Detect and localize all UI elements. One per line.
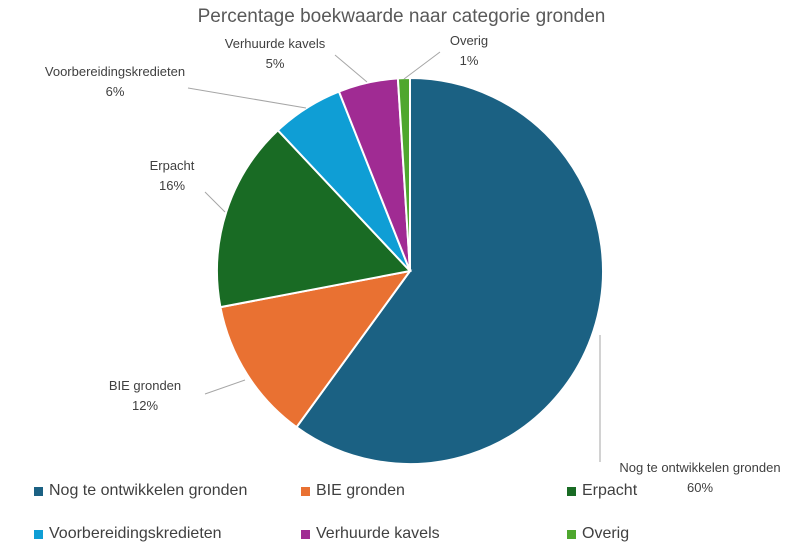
data-label-category: Verhuurde kavels: [225, 36, 326, 51]
data-label-percent: 12%: [132, 398, 158, 413]
data-label-category: Voorbereidingskredieten: [45, 64, 185, 79]
data-label-percent: 1%: [460, 53, 479, 68]
data-label-category: BIE gronden: [109, 378, 181, 393]
chart-title: Percentage boekwaarde naar categorie gro…: [197, 6, 606, 27]
pie-slice-6: [396, 76, 411, 272]
pie-slice-3: [216, 128, 412, 309]
leader-line-6: [403, 51, 441, 80]
pie-slice-2: [219, 269, 413, 429]
leader-line-4: [187, 87, 307, 109]
leader-line-5: [334, 54, 368, 83]
data-label-percent: 5%: [266, 56, 285, 71]
data-label-category: Overig: [450, 33, 488, 48]
data-label-category: Nog te ontwikkelen gronden: [619, 460, 780, 475]
data-label-percent: 60%: [687, 480, 713, 495]
data-label-percent: 6%: [106, 84, 125, 99]
leader-line-3: [204, 191, 226, 213]
data-label-percent: 16%: [159, 178, 185, 193]
leader-line-2: [204, 379, 246, 395]
pie-slice-1: [295, 76, 604, 465]
data-label-category: Erpacht: [150, 158, 195, 173]
